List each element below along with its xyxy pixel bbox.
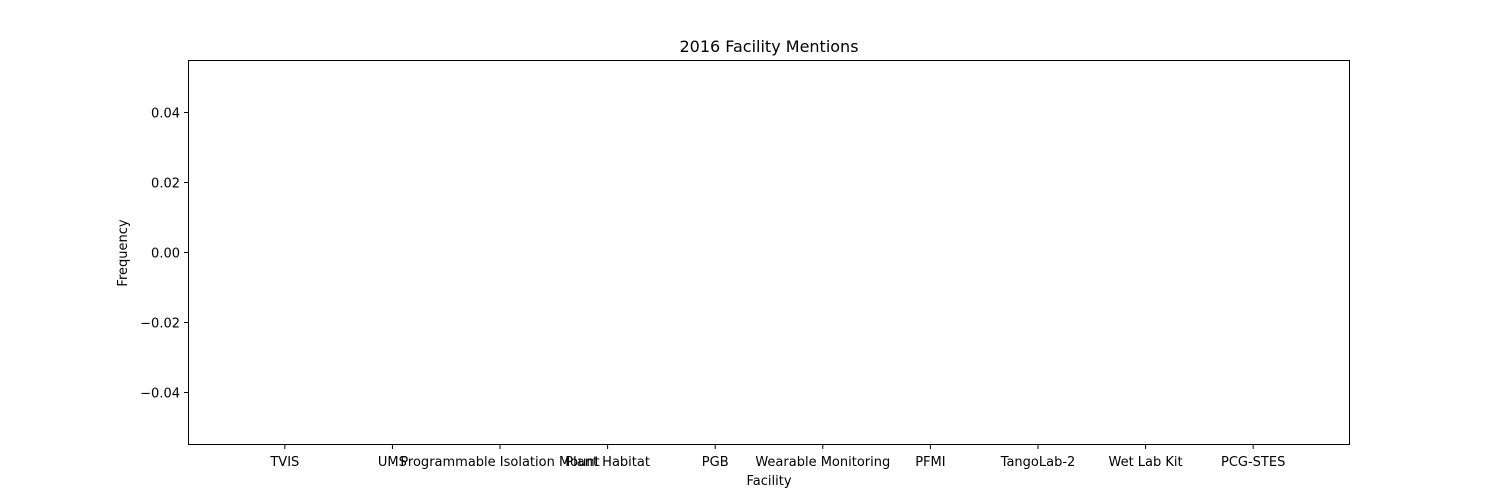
plot-area-frame xyxy=(188,60,1350,445)
x-tick-label: PCG-STES xyxy=(1221,455,1285,470)
y-tick-label: 0.04 xyxy=(151,107,180,122)
x-tick-label: PGB xyxy=(702,455,729,470)
x-tick-label: UMS xyxy=(378,455,407,470)
y-tick-label: −0.04 xyxy=(140,387,180,402)
x-axis-label: Facility xyxy=(746,474,791,489)
x-tick-label: Plant Habitat xyxy=(565,455,650,470)
y-axis-label: Frequency xyxy=(116,219,131,286)
x-tick-label: Wet Lab Kit xyxy=(1108,455,1182,470)
y-tick-label: 0.00 xyxy=(151,247,180,262)
x-tick-label: Programmable Isolation Mount xyxy=(400,455,599,470)
y-axis-ticks: −0.04 −0.02 0.00 0.02 0.04 xyxy=(140,107,188,402)
chart-title: 2016 Facility Mentions xyxy=(679,37,858,56)
x-tick-label: Wearable Monitoring xyxy=(755,455,890,470)
y-tick-label: −0.02 xyxy=(140,317,180,332)
x-tick-label: TVIS xyxy=(269,455,299,470)
y-tick-label: 0.02 xyxy=(151,177,180,192)
x-tick-label: PFMI xyxy=(915,455,945,470)
x-tick-label: TangoLab-2 xyxy=(1000,455,1076,470)
